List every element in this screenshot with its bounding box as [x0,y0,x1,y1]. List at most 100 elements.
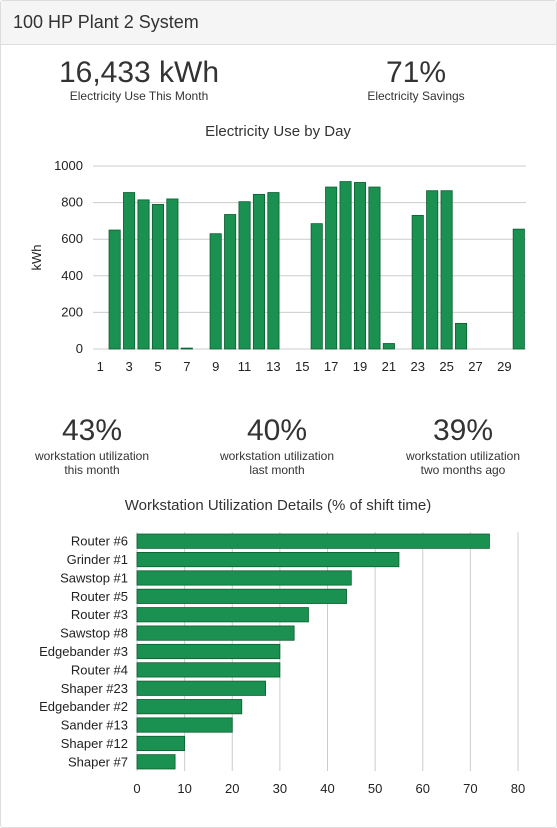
y-tick-label: Sander #13 [61,718,128,733]
x-tick-label: 40 [320,781,334,796]
bar [238,201,251,350]
y-tick-label: Shaper #23 [61,681,128,696]
x-tick-label: 80 [511,781,525,796]
bar [136,699,243,715]
bar [440,190,453,350]
x-tick-label: 50 [368,781,382,796]
stat-value: 16,433 kWh [58,56,220,89]
x-tick-label: 7 [183,359,190,374]
bar [136,643,281,660]
y-tick-label: 0 [76,341,83,356]
bar [136,754,176,770]
bar [353,182,367,350]
x-tick-label: 21 [382,359,396,374]
bar [224,214,237,350]
y-tick-label: Grinder #1 [67,552,128,567]
x-tick-label: 15 [295,359,309,374]
bar [108,229,121,350]
x-tick-label: 11 [238,359,252,374]
x-tick-label: 13 [266,359,280,374]
bar [136,735,186,751]
x-tick-label: 5 [154,359,161,374]
bar [252,193,266,350]
workstation-utilization-chart: Workstation Utilization Details (% of sh… [39,497,525,796]
y-tick-label: 200 [61,304,83,319]
panel-title: 100 HP Plant 2 System [13,12,199,32]
bar [136,533,490,549]
bar [512,228,525,350]
panel-heading: 100 HP Plant 2 System [1,1,556,45]
x-tick-label: 30 [273,781,287,796]
bar [310,223,323,350]
electricity-by-day-chart: Electricity Use by Day 0 200 400 600 800 1000 k… [29,123,526,374]
y-axis-label: kWh [29,245,44,271]
x-tick-label: 29 [497,359,511,374]
stat-label: workstation utilization this month [34,449,150,477]
y-tick-label: 400 [61,268,83,283]
bar [325,186,338,350]
bar [411,215,424,350]
bar [136,717,233,733]
stat-label: workstation utilization two months ago [405,449,521,477]
bar [136,625,295,641]
x-tick-label: 60 [416,781,430,796]
bar [382,343,395,350]
x-tick-label: 27 [468,359,482,374]
bar [136,552,400,568]
x-tick-label: 23 [411,359,425,374]
chart-title: Workstation Utilization Details (% of sh… [125,497,431,514]
x-tick-label: 25 [439,359,453,374]
bar [339,181,352,350]
bar [180,347,193,350]
y-tick-label: Router #4 [71,662,128,677]
x-tick-label: 17 [324,359,338,374]
y-tick-label: Shaper #7 [68,754,128,769]
y-tick-label: Router #6 [71,534,128,549]
bar [151,204,164,350]
stat-value: 40% [246,414,308,447]
y-tick-label: Sawstop #8 [60,626,128,641]
stat-electricity-use: 16,433 kWh Electricity Use This Month [39,56,239,104]
bar [455,322,468,350]
stat-utilization-this-month: 43% workstation utilization this month [17,414,167,478]
y-tick-label: Sawstop #1 [60,570,128,585]
y-tick-label: Edgebander #2 [39,699,128,714]
bar [136,607,309,623]
bar [166,198,179,350]
stat-value: 39% [432,414,494,447]
bar [136,680,266,696]
x-tick-label: 70 [463,781,477,796]
stat-value: 71% [385,56,447,89]
x-tick-label: 19 [353,359,367,374]
y-tick-label: Router #3 [71,607,128,622]
bar [368,186,381,350]
bar [209,233,222,350]
stat-label: Electricity Savings [367,89,465,103]
x-tick-label: 9 [212,359,219,374]
x-tick-label: 20 [225,781,239,796]
y-tick-label: 600 [61,231,83,246]
y-tick-label: 1000 [54,158,83,173]
y-tick-label: Shaper #12 [61,736,128,751]
stat-utilization-last-month: 40% workstation utilization last month [202,414,352,478]
y-tick-label: Router #5 [71,589,128,604]
stat-label: Electricity Use This Month [69,89,209,103]
y-tick-label: Edgebander #3 [39,644,128,659]
bar [137,199,150,350]
x-tick-label: 10 [177,781,191,796]
bar [136,588,347,604]
x-tick-label: 3 [125,359,132,374]
y-tick-label: 800 [61,195,83,210]
bar [136,662,281,678]
stat-label: workstation utilization last month [219,449,335,477]
bar [267,192,280,350]
stat-electricity-savings: 71% Electricity Savings [336,56,496,104]
stat-value: 43% [61,414,123,447]
stat-utilization-two-months-ago: 39% workstation utilization two months a… [388,414,538,478]
bar [426,190,439,350]
x-tick-label: 1 [97,359,104,374]
bar [123,192,136,350]
chart-title: Electricity Use by Day [205,123,351,140]
bar [136,570,352,586]
